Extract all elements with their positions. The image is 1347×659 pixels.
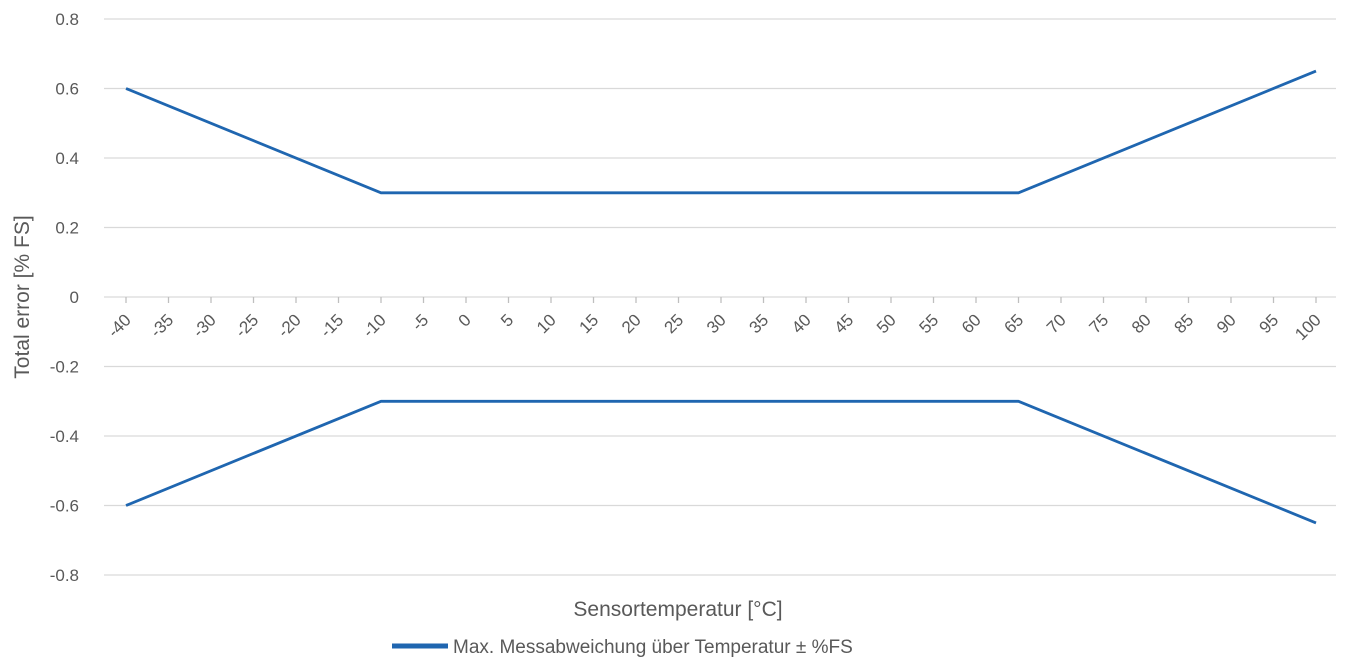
x-tick-label: 35	[746, 310, 773, 337]
x-tick-label: -30	[189, 310, 220, 341]
gridlines	[104, 18, 1336, 576]
x-tick-labels: -40 -35 -30 -25 -20 -15 -10 -5 0 5 10 15 20 25 30 35 40 4…	[104, 310, 1325, 343]
series-lines	[125, 69, 1317, 525]
x-tick-label: 25	[661, 310, 688, 337]
x-tick-label: 20	[618, 310, 645, 337]
x-tick-label: -5	[408, 310, 432, 334]
legend: Max. Messabweichung über Temperatur ± %F…	[392, 637, 853, 658]
x-ticks	[125, 297, 1317, 303]
x-tick-label: 50	[873, 310, 900, 337]
x-tick-label: 0	[455, 310, 475, 330]
y-tick-label: -0.8	[50, 566, 79, 585]
x-tick-label: 55	[916, 310, 943, 337]
series-line-upper	[125, 69, 1317, 195]
x-tick-label: -40	[104, 310, 135, 341]
x-tick-label: -20	[274, 310, 305, 341]
x-tick-label: 75	[1086, 310, 1113, 337]
x-axis-title: Sensortemperatur [°C]	[573, 598, 782, 621]
y-tick-label: 0.8	[55, 10, 79, 29]
x-tick-label: 10	[533, 310, 560, 337]
x-tick-label: 95	[1256, 310, 1283, 337]
x-tick-label: 40	[788, 310, 815, 337]
x-tick-label: -10	[359, 310, 390, 341]
x-tick-label: 100	[1291, 310, 1324, 343]
x-tick-label: 15	[576, 310, 603, 337]
x-tick-label: 85	[1171, 310, 1198, 337]
y-tick-label: -0.6	[50, 497, 79, 516]
x-tick-label: -25	[232, 310, 263, 341]
x-tick-label: 80	[1128, 310, 1155, 337]
y-tick-label: -0.2	[50, 358, 79, 377]
x-tick-label: 5	[497, 310, 517, 330]
x-tick-label: 90	[1213, 310, 1240, 337]
y-tick-label: 0.6	[55, 80, 79, 99]
x-tick-label: 45	[831, 310, 858, 337]
x-tick-label: 70	[1043, 310, 1070, 337]
x-tick-label: -15	[317, 310, 348, 341]
y-tick-label: 0.4	[55, 149, 79, 168]
series-line-lower	[125, 399, 1317, 525]
legend-label: Max. Messabweichung über Temperatur ± %F…	[453, 637, 853, 658]
y-tick-label: 0.2	[55, 219, 79, 238]
x-tick-label: 30	[703, 310, 730, 337]
y-axis-title: Total error [% FS]	[11, 215, 34, 378]
x-tick-label: 60	[958, 310, 985, 337]
y-tick-labels: 0.8 0.6 0.4 0.2 0 -0.2 -0.4 -0.6 -0.8	[50, 10, 79, 585]
x-tick-label: -35	[147, 310, 178, 341]
y-tick-label: 0	[70, 288, 79, 307]
x-tick-label: 65	[1001, 310, 1028, 337]
y-tick-label: -0.4	[50, 427, 79, 446]
